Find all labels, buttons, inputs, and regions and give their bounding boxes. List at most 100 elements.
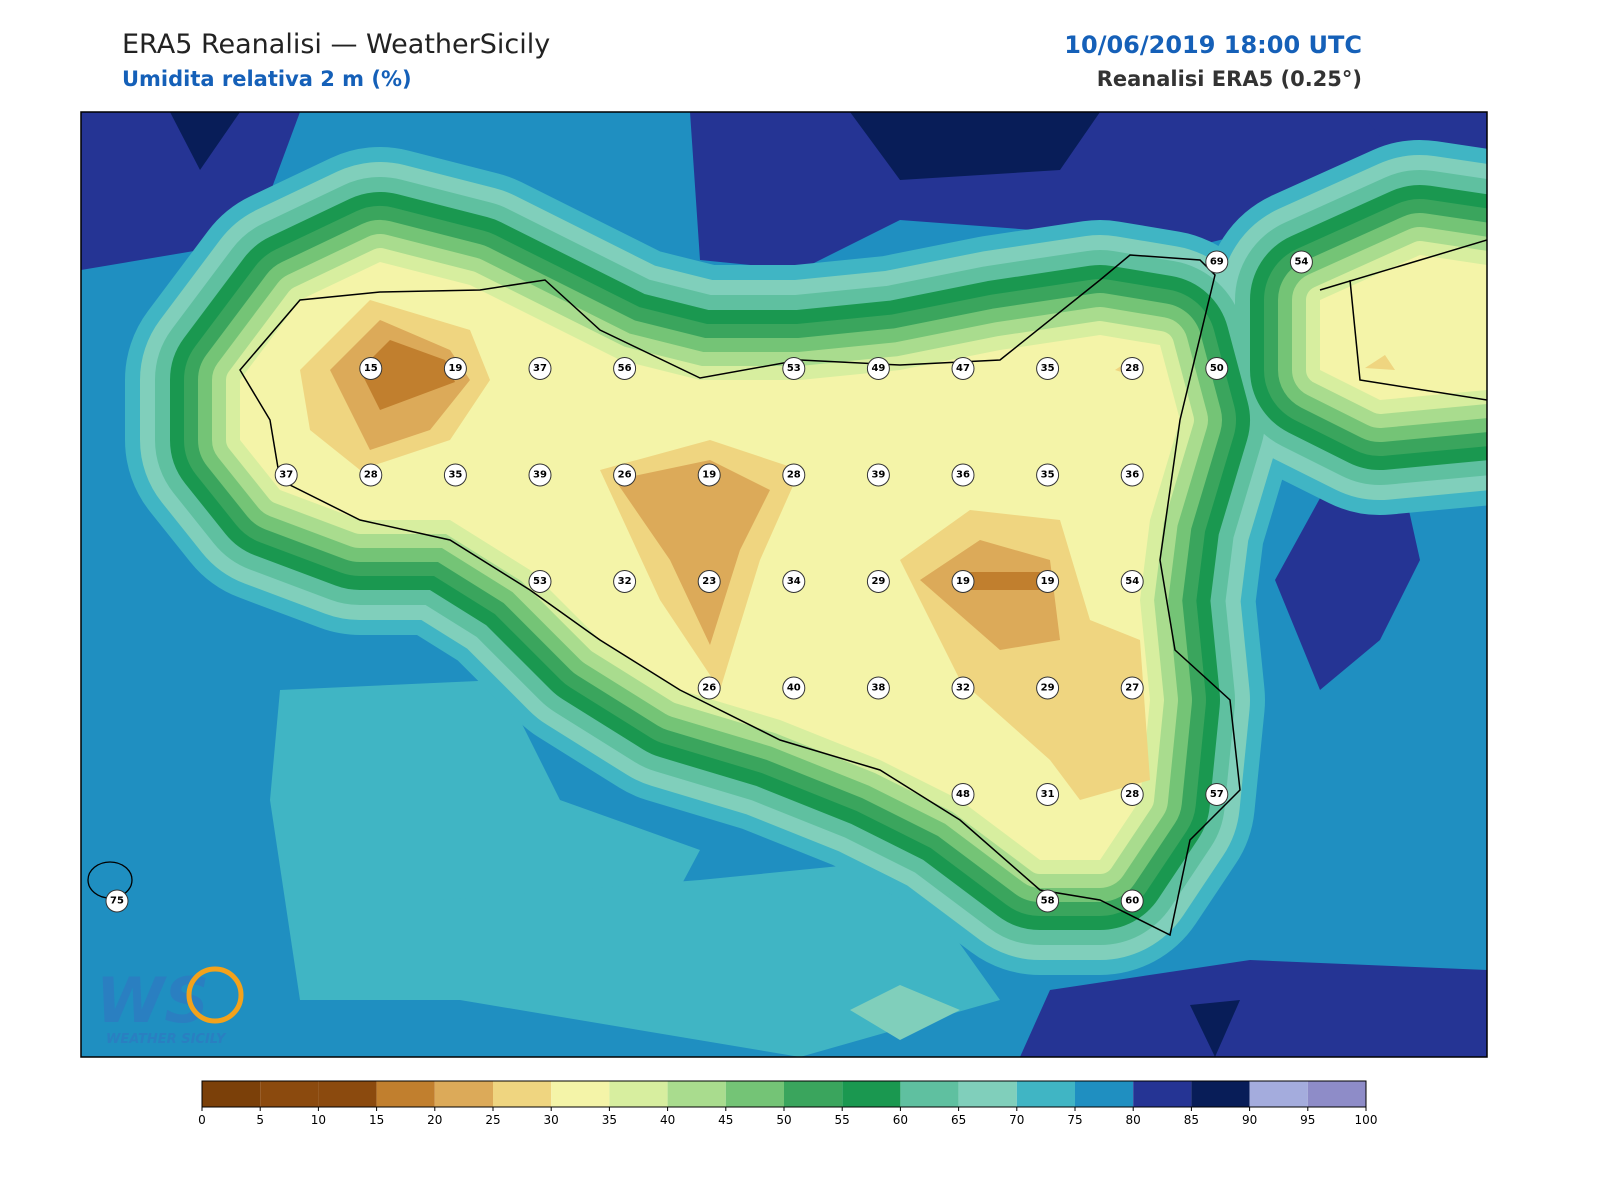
station-value: 56: [618, 363, 632, 374]
station-value: 28: [787, 470, 801, 481]
station-marker: [697, 676, 721, 700]
station-value: 36: [1125, 470, 1139, 481]
colorbar-segment: [842, 1081, 901, 1107]
station-value: 27: [1125, 683, 1139, 694]
station-marker: [1120, 889, 1144, 913]
station-value: 35: [448, 470, 462, 481]
field-patch: [850, 112, 1100, 180]
field-patch: [850, 985, 960, 1040]
colorbar-label: 85: [1184, 1113, 1199, 1127]
station-marker: [613, 357, 637, 380]
colorbar-segment: [376, 1081, 435, 1107]
field-patch: [170, 112, 240, 170]
station-value: 15: [364, 363, 378, 374]
colorbar-label: 10: [311, 1113, 326, 1127]
colorbar-label: 95: [1300, 1113, 1315, 1127]
station-value: 31: [1041, 789, 1055, 800]
station-marker: [528, 357, 552, 380]
colorbar-label: 5: [256, 1113, 264, 1127]
colorbar-label: 50: [776, 1113, 791, 1127]
station-value: 53: [533, 576, 547, 587]
field: [81, 112, 1487, 1057]
station-marker: [443, 463, 467, 487]
colorbar-segment: [667, 1081, 726, 1107]
station-value: 58: [1041, 896, 1055, 907]
logo-text: WEATHER SICILY: [106, 1032, 227, 1047]
colorbar-segment: [1191, 1081, 1250, 1107]
colorbar-label: 0: [198, 1113, 206, 1127]
station-marker: [1036, 357, 1060, 380]
station-marker: [951, 676, 975, 700]
colorbar-segment: [493, 1081, 552, 1107]
colorbar-label: 40: [660, 1113, 675, 1127]
station-value: 50: [1210, 363, 1224, 374]
colorbar-label: 60: [893, 1113, 908, 1127]
station-value: 19: [1041, 576, 1055, 587]
station-value: 23: [702, 576, 716, 587]
colorbar-segment: [551, 1081, 610, 1107]
station-marker: [1036, 783, 1060, 806]
station-marker: [1036, 463, 1060, 487]
colorbar-segment: [784, 1081, 843, 1107]
field-patch: [920, 540, 1060, 650]
subtitle: Umidita relativa 2 m (%): [122, 67, 412, 91]
station-marker: [866, 570, 890, 593]
colorbar-label: 45: [718, 1113, 733, 1127]
station-value: 38: [871, 683, 885, 694]
station-marker: [274, 463, 298, 487]
station-marker: [951, 783, 975, 806]
station-marker: [613, 463, 637, 487]
map-frame: [80, 111, 1488, 1058]
field-patch: [615, 460, 770, 645]
datetime: 10/06/2019 18:00 UTC: [1064, 31, 1362, 59]
station-marker: [782, 570, 806, 593]
station-marker: [359, 357, 383, 380]
title: ERA5 Reanalisi — WeatherSicily: [122, 29, 550, 60]
station-marker: [866, 676, 890, 700]
colorbar-segment: [958, 1081, 1017, 1107]
colorbar-segment: [1133, 1081, 1192, 1107]
colorbar-segment: [260, 1081, 319, 1107]
colorbar-label: 25: [485, 1113, 500, 1127]
field-patch: [360, 340, 455, 410]
field-patch: [1275, 470, 1420, 690]
station-marker: [1120, 676, 1144, 700]
colorbar-label: 75: [1067, 1113, 1082, 1127]
station-value: 57: [1210, 789, 1224, 800]
station-marker: [866, 357, 890, 380]
station-marker: [1120, 357, 1144, 380]
colorbar-label: 65: [951, 1113, 966, 1127]
station-marker: [528, 570, 552, 593]
station-marker: [359, 463, 383, 487]
field-patch: [1365, 355, 1395, 370]
field-patch: [970, 572, 1040, 590]
station-value: 40: [787, 683, 801, 694]
station-value: 19: [448, 363, 462, 374]
station-marker: [105, 889, 129, 913]
station-marker: [1205, 357, 1229, 380]
colorbar-segment: [725, 1081, 784, 1107]
colorbar-segment: [318, 1081, 377, 1107]
station-marker: [1120, 570, 1144, 593]
field-band: [240, 255, 1487, 860]
station-marker: [782, 676, 806, 700]
station-value: 39: [533, 470, 547, 481]
field-patch: [81, 112, 300, 270]
colorbar-label: 55: [835, 1113, 850, 1127]
station-value: 37: [279, 470, 293, 481]
colorbar-segment: [1016, 1081, 1075, 1107]
station-value: 53: [787, 363, 801, 374]
colorbar-label: 100: [1355, 1113, 1378, 1127]
stations: 69 54 15 19 37 56 53 49 47 35 28 50 37 28 35 39 26 19 28 39…: [105, 250, 1313, 913]
colorbar-label: 30: [544, 1113, 559, 1127]
colorbar-label: 15: [369, 1113, 384, 1127]
station-marker: [1289, 250, 1313, 274]
colorbar-label: 35: [602, 1113, 617, 1127]
source: Reanalisi ERA5 (0.25°): [1097, 67, 1362, 91]
station-marker: [951, 463, 975, 487]
station-marker: [1036, 889, 1060, 913]
station-value: 34: [787, 576, 801, 587]
colorbar: 0 5 10 15 20 25 30 35 40 45 50 55 60 65 70 75 80 85 90 95 10…: [198, 1080, 1378, 1127]
station-value: 32: [956, 683, 970, 694]
